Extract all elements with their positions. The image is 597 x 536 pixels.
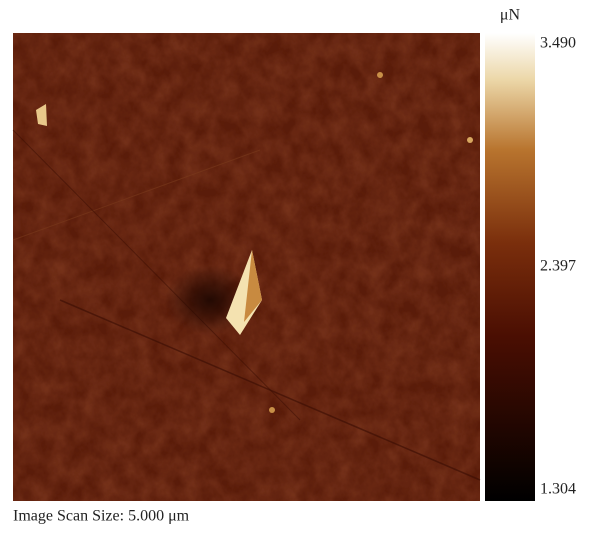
afm-image — [13, 33, 480, 501]
afm-figure: μN Image Scan Size: 5.000 μm 3.490 2.397 1… — [0, 0, 597, 531]
colorbar-tick-label: 2.397 — [540, 258, 576, 275]
colorbar-ticks: 3.490 2.397 1.304 — [540, 35, 576, 498]
colorbar-tick-label: 1.304 — [540, 481, 576, 498]
colorbar-tick-label: 3.490 — [540, 35, 576, 52]
colorbar-unit: μN — [500, 7, 521, 24]
colorbar — [485, 33, 535, 501]
caption: Image Scan Size: 5.000 μm — [13, 508, 190, 525]
